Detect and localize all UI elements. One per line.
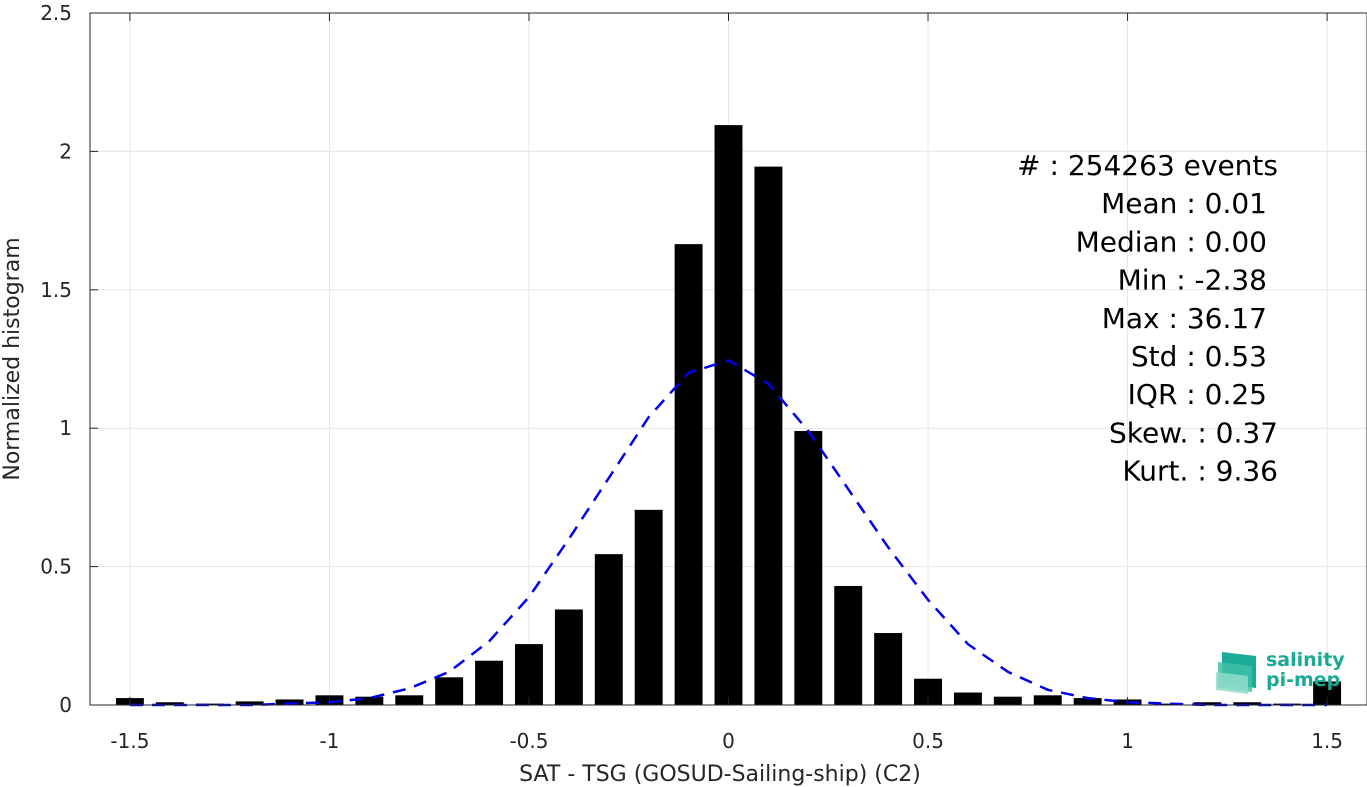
x-tick-labels: -1.5 -1 -0.5 0 0.5 1 1.5: [110, 729, 1343, 753]
histogram-bar: [395, 695, 424, 705]
y-tick-label: 2.5: [40, 1, 72, 25]
stat-line: Mean : 0.01: [1101, 187, 1267, 220]
axis-ticks: [90, 12, 1328, 706]
histogram-bar: [1233, 702, 1262, 705]
histogram-bar: [155, 702, 184, 705]
histogram-bar: [1313, 681, 1342, 705]
histogram-bar: [1033, 695, 1062, 705]
histogram-bar: [1073, 698, 1102, 705]
histogram-bar: [714, 125, 743, 705]
histogram-bar: [275, 699, 304, 705]
y-tick-labels: 0 0.5 1 1.5 2 2.5: [40, 1, 72, 717]
stat-line: Std : 0.53: [1131, 340, 1267, 373]
x-tick-label: 0: [722, 729, 735, 753]
histogram-bar: [754, 166, 783, 705]
logo-waves-icon: [1216, 652, 1256, 694]
x-tick-label: -0.5: [509, 729, 548, 753]
stat-line: Median : 0.00: [1076, 225, 1267, 258]
histogram-bar: [794, 430, 823, 705]
histogram-bar: [1193, 702, 1222, 705]
histogram-bar: [235, 701, 264, 705]
y-axis-label: Normalized histogram: [0, 237, 25, 480]
histogram-bar: [874, 633, 903, 705]
x-tick-label: 1: [1121, 729, 1134, 753]
histogram-bar: [834, 585, 863, 705]
x-tick-label: -1.5: [110, 729, 149, 753]
logo-line1: salinity: [1266, 649, 1345, 671]
histogram-bar: [475, 660, 504, 705]
stat-line: Max : 36.17: [1102, 302, 1267, 335]
histogram-bar: [953, 692, 982, 705]
stat-line: Kurt. : 9.36: [1122, 455, 1278, 488]
histogram-bar: [1153, 703, 1182, 705]
histogram-bar: [554, 609, 583, 705]
x-tick-label: 0.5: [912, 729, 944, 753]
stat-line: Min : -2.38: [1118, 264, 1267, 297]
histogram-bar: [594, 554, 623, 705]
salinity-pi-mep-logo: salinity pi-mep: [1216, 649, 1345, 694]
y-tick-label: 2: [59, 139, 72, 163]
stat-line: IQR : 0.25: [1128, 378, 1267, 411]
y-tick-label: 1.5: [40, 278, 72, 302]
statistics-annotation: # : 254263 events Mean : 0.01 Median : 0.0…: [1017, 149, 1278, 488]
x-tick-label: -1: [319, 729, 339, 753]
stat-line: Skew. : 0.37: [1109, 416, 1278, 449]
y-tick-label: 1: [59, 416, 72, 440]
histogram-bar: [435, 677, 464, 705]
x-axis-label: SAT - TSG (GOSUD-Sailing-ship) (C2): [519, 762, 921, 787]
histogram-bar: [993, 696, 1022, 705]
y-tick-label: 0: [59, 693, 72, 717]
histogram-bar: [674, 244, 703, 706]
y-tick-label: 0.5: [40, 555, 72, 579]
x-tick-label: 1.5: [1311, 729, 1343, 753]
histogram-bars: [115, 125, 1342, 706]
histogram-bar: [634, 509, 663, 705]
histogram-bar: [515, 644, 543, 705]
histogram-bar: [195, 703, 224, 705]
histogram-bar: [355, 696, 384, 705]
logo-line2: pi-mep: [1266, 669, 1340, 691]
stat-line: # : 254263 events: [1017, 149, 1278, 182]
